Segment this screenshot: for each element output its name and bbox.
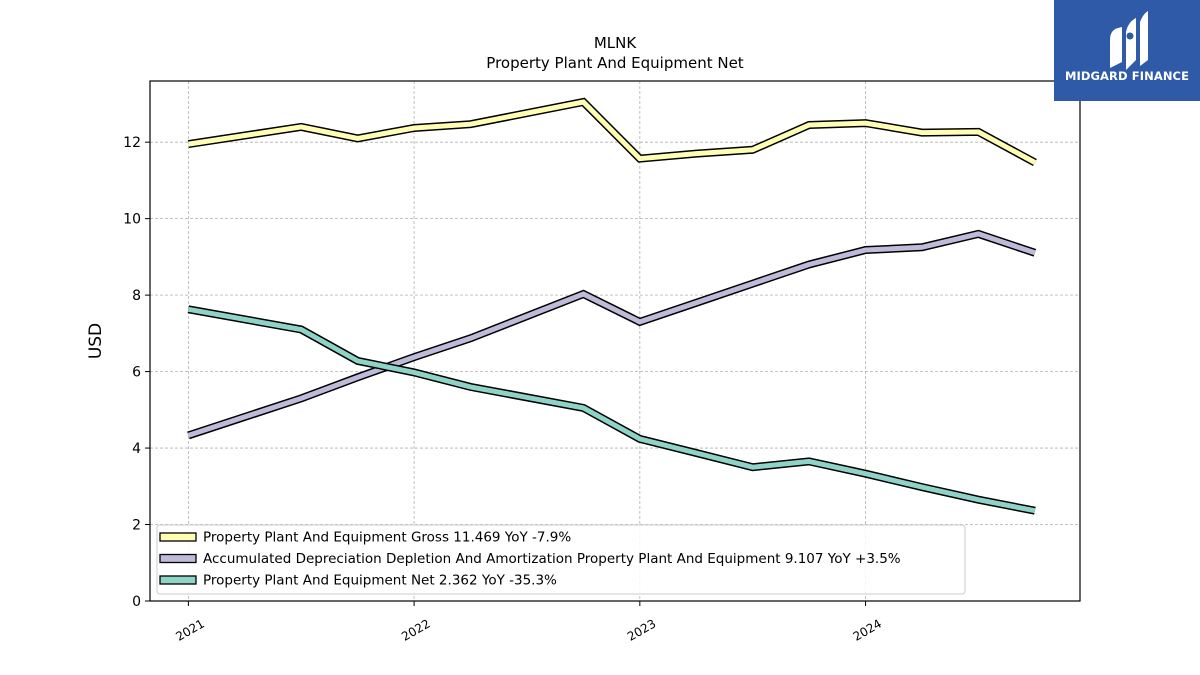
x-tick-label: 2021: [173, 616, 206, 643]
legend-swatch-1: [159, 532, 197, 542]
chart-subtitle: Property Plant And Equipment Net: [486, 54, 743, 72]
y-tick-label: 2: [132, 518, 141, 534]
plot-frame: [149, 80, 1081, 602]
y-tick-label: 4: [132, 441, 141, 457]
chart-title: MLNK: [594, 34, 638, 52]
x-tick-label: 2022: [399, 616, 432, 643]
y-axis-label: USD: [86, 323, 106, 359]
series-line-3: [187, 306, 1036, 514]
legend-label-3: Property Plant And Equipment Net 2.362 Y…: [203, 573, 557, 589]
y-tick-label: 8: [132, 288, 141, 304]
y-tick-label: 12: [123, 135, 141, 151]
y-tick-label: 6: [132, 365, 141, 381]
legend-label-2: Accumulated Depreciation Depletion And A…: [203, 551, 901, 567]
brand-mark-icon: [1110, 11, 1148, 70]
x-tick-label: 2023: [625, 616, 658, 643]
legend: Property Plant And Equipment Gross 11.46…: [156, 524, 966, 595]
series-line-2: [187, 231, 1036, 438]
series-lines: [187, 97, 1037, 515]
legend-swatch-3: [159, 575, 197, 585]
brand-name: MIDGARD FINANCE: [1064, 69, 1190, 83]
y-tick-label: 0: [132, 594, 141, 610]
legend-box: [156, 524, 966, 595]
y-tick-label: 10: [123, 212, 141, 228]
series-line-1: [188, 99, 1037, 165]
brand-logo: MIDGARD FINANCE: [1054, 0, 1200, 101]
legend-swatch-2: [159, 553, 197, 564]
legend-label-1: Property Plant And Equipment Gross 11.46…: [203, 530, 571, 546]
grid: [150, 81, 1080, 601]
x-tick-label: 2024: [851, 616, 884, 643]
